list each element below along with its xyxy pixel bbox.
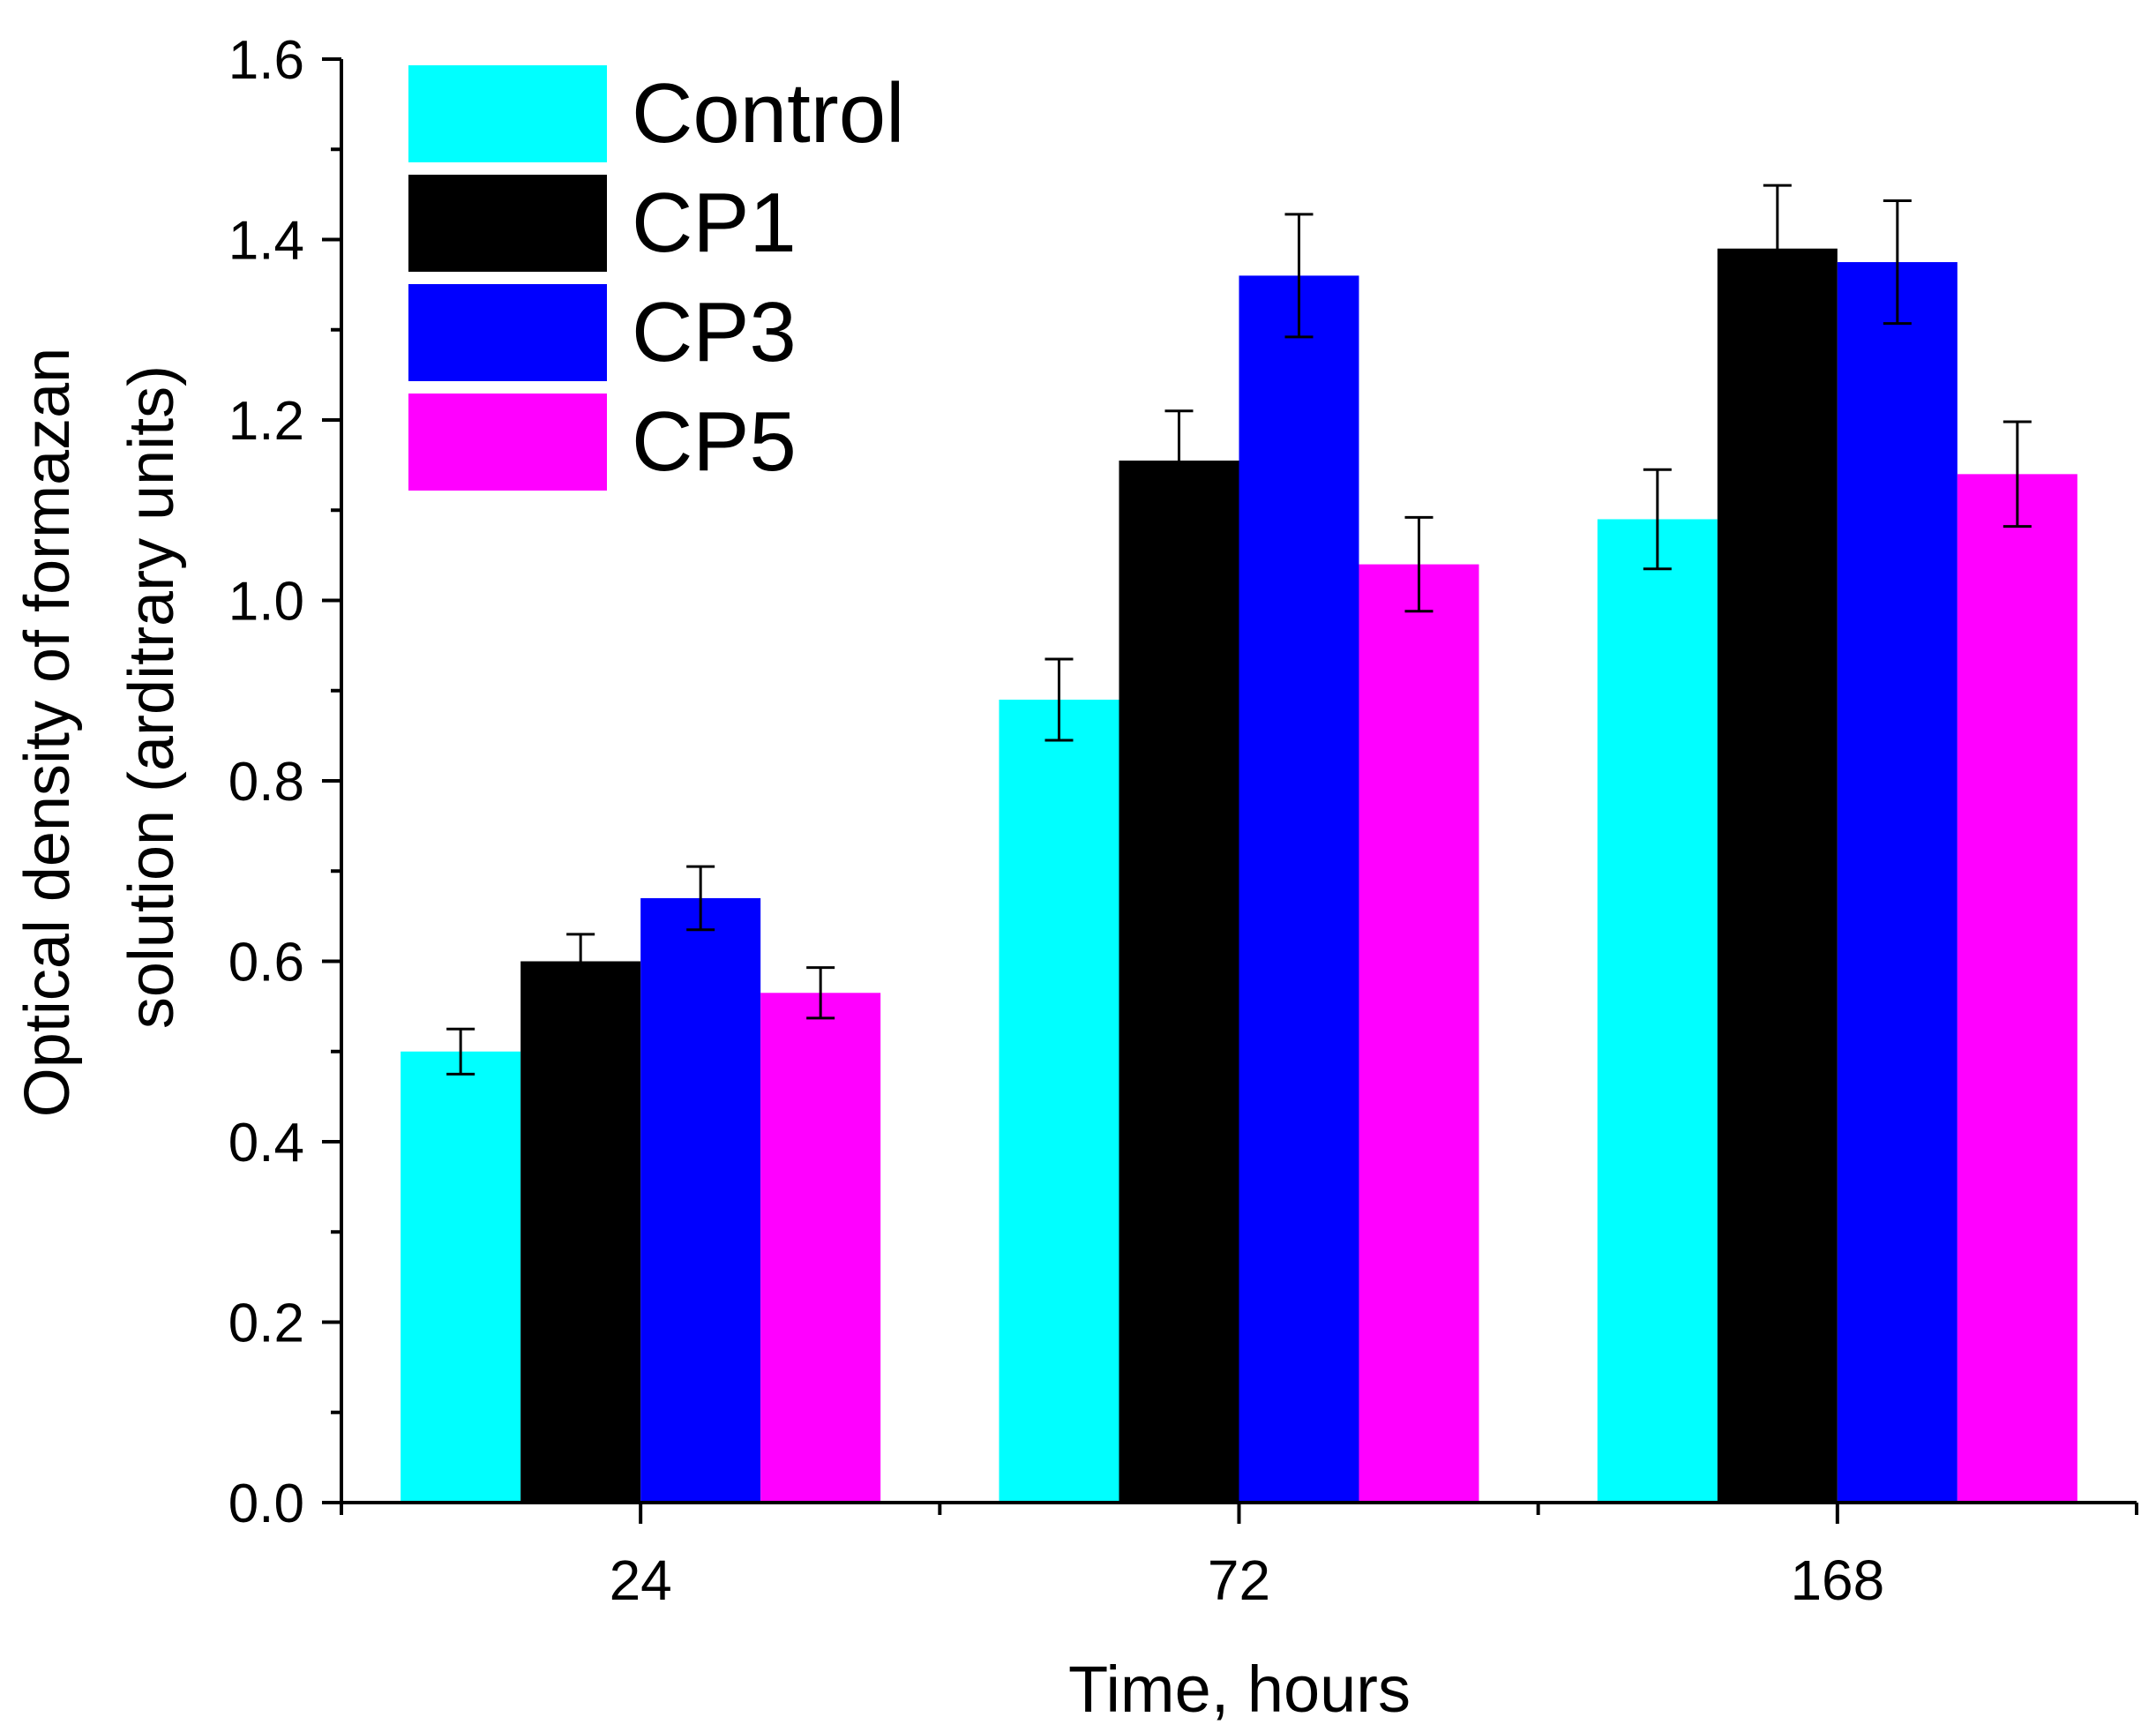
bars-layer <box>401 248 2077 1503</box>
error-bar-cp5-168 <box>2003 420 2032 529</box>
legend-label-cp5: CP5 <box>632 394 797 489</box>
legend-swatch-control <box>408 65 607 162</box>
y-tick-label: 0.4 <box>228 1113 304 1173</box>
error-bar-cp1-24 <box>566 933 595 990</box>
y-tick-label: 1.2 <box>228 391 304 452</box>
error-bar-cp3-24 <box>686 865 715 932</box>
y-tick-label: 0.0 <box>228 1473 304 1534</box>
bar-control-72 <box>999 699 1119 1503</box>
bar-cp3-168 <box>1837 262 1958 1503</box>
legend: Control CP1 CP3 CP5 <box>408 65 904 491</box>
bar-control-168 <box>1597 519 1718 1503</box>
error-bar-cp5-24 <box>806 966 835 1020</box>
bar-cp3-24 <box>640 897 761 1503</box>
legend-label-cp3: CP3 <box>632 285 797 379</box>
bar-cp1-72 <box>1119 461 1239 1503</box>
legend-label-control: Control <box>632 66 904 161</box>
error-bar-cp3-72 <box>1284 213 1314 339</box>
y-tick-label: 0.2 <box>228 1293 304 1354</box>
bar-cp5-72 <box>1359 564 1479 1503</box>
error-bar-cp1-168 <box>1763 184 1792 313</box>
y-tick-label: 0.6 <box>228 933 304 993</box>
bar-cp1-24 <box>520 961 641 1503</box>
legend-label-cp1: CP1 <box>632 176 797 270</box>
y-axis-label-line-1: Optical density of formazan <box>12 348 83 1117</box>
error-bars-layer <box>446 184 2032 1076</box>
legend-swatch-cp3 <box>408 284 607 381</box>
bar-cp5-24 <box>760 993 881 1503</box>
bar-control-24 <box>401 1051 521 1503</box>
x-tick-label: 72 <box>1208 1548 1270 1612</box>
bar-cp1-168 <box>1717 248 1838 1503</box>
error-bar-cp3-168 <box>1883 199 1912 326</box>
y-tick-label: 1.0 <box>228 572 304 633</box>
y-tick-label: 1.6 <box>228 30 304 91</box>
x-axis-label: Time, hours <box>1068 1653 1411 1726</box>
y-axis-label-line-2: solution (arditrary units) <box>116 365 187 1029</box>
error-bar-control-24 <box>446 1027 475 1076</box>
legend-swatch-cp5 <box>408 394 607 491</box>
error-bar-control-168 <box>1643 468 1672 571</box>
bar-cp3-72 <box>1239 275 1359 1503</box>
y-tick-label: 1.4 <box>228 211 304 272</box>
error-bar-cp1-72 <box>1164 409 1194 512</box>
legend-swatch-cp1 <box>408 175 607 272</box>
x-tick-label: 168 <box>1790 1548 1884 1612</box>
axes-layer: 0.0 0.2 0.4 0.6 0.8 1.0 1.2 1.4 1.6 24 72 168 <box>228 30 2138 1612</box>
bar-cp5-168 <box>1957 474 2077 1503</box>
y-tick-label: 0.8 <box>228 752 304 813</box>
error-bar-cp5-72 <box>1404 515 1434 613</box>
x-tick-label: 24 <box>610 1548 672 1612</box>
error-bar-control-72 <box>1044 657 1074 742</box>
